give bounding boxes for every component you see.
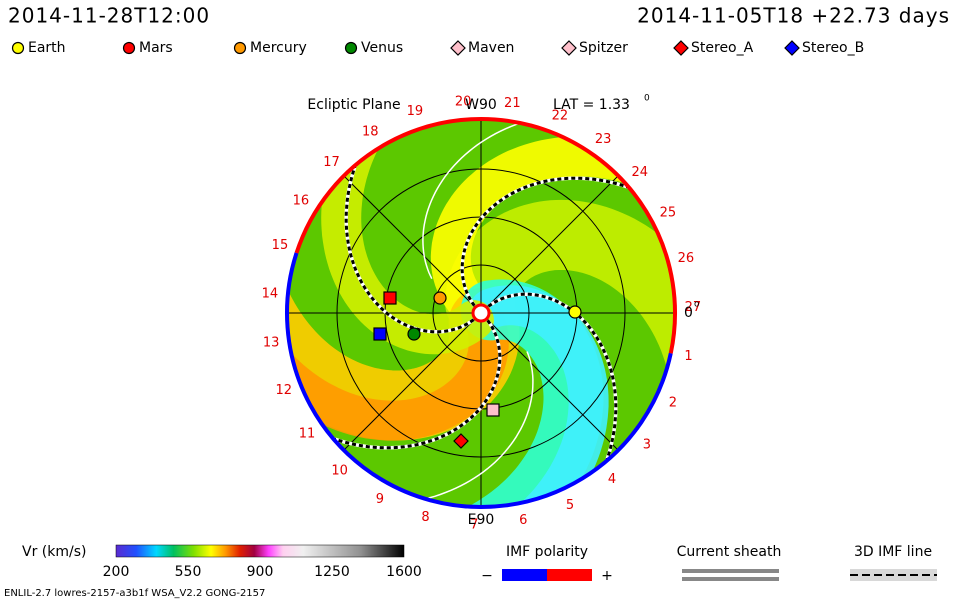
- sheath-title: Current sheath: [677, 544, 782, 560]
- colorbar-tick-label: 550: [175, 564, 202, 580]
- rim-label: 6: [519, 513, 527, 528]
- sheath-line: [682, 569, 779, 573]
- body-marker: [373, 327, 387, 341]
- time-right: 2014-11-05T18 +22.73 days: [637, 4, 950, 28]
- body-marker: [407, 327, 421, 341]
- colorbar-tick-label: 900: [247, 564, 274, 580]
- rim-label: 15: [272, 238, 289, 253]
- rim-label: 10: [331, 463, 348, 478]
- legend-marker: [122, 41, 136, 55]
- rim-label: 1: [684, 349, 692, 364]
- sheath-key: Current sheath: [677, 544, 782, 581]
- rim-label: 9: [376, 492, 384, 507]
- legend-marker: [561, 40, 577, 56]
- legend-marker: [784, 40, 800, 56]
- colorbar-tick-label: 1250: [314, 564, 350, 580]
- polarity-positive: [547, 569, 592, 581]
- rim-label: 22: [552, 109, 569, 124]
- lat-sup: 0: [644, 94, 650, 104]
- rim-label: 25: [660, 205, 677, 220]
- body-marker: [453, 433, 469, 449]
- legend-label: Stereo_A: [691, 40, 754, 56]
- legend-label: Maven: [468, 40, 514, 56]
- body-marker: [568, 305, 582, 319]
- bodies: [373, 291, 582, 449]
- plot-title: Ecliptic Plane: [307, 97, 400, 113]
- rim-label: 26: [678, 251, 695, 266]
- legend-label: Stereo_B: [802, 40, 864, 56]
- legend-marker: [11, 41, 25, 55]
- polarity-plus: +: [601, 568, 613, 584]
- speed-band: [420, 285, 609, 507]
- speed-band: [445, 199, 675, 474]
- rim-label: 7: [470, 517, 478, 532]
- rim-label: 5: [566, 498, 574, 513]
- polarity-minus: −: [481, 568, 493, 584]
- rim-label: 23: [595, 132, 612, 147]
- legend-marker: [450, 40, 466, 56]
- rim-label: 14: [262, 286, 279, 301]
- rim-label: 8: [421, 510, 429, 525]
- imf-line-key: 3D IMF line: [850, 544, 937, 581]
- right-label-sup: o: [694, 300, 700, 310]
- legend-label: Earth: [28, 40, 66, 56]
- rim-label: 24: [632, 165, 649, 180]
- body-marker: [433, 291, 447, 305]
- rim-label: 2: [669, 396, 677, 411]
- rim-label: 21: [504, 96, 521, 111]
- bottom-label: E90: [468, 512, 495, 528]
- legend-marker: [673, 40, 689, 56]
- colorbar-tick-label: 200: [103, 564, 130, 580]
- top-label: W90: [465, 97, 497, 113]
- colorbar-label: Vr (km/s): [22, 544, 86, 560]
- imf-line-title: 3D IMF line: [854, 544, 932, 560]
- rim-label: 20: [455, 94, 472, 109]
- footer: ENLIL-2.7 lowres-2157-a3b1f WSA_V2.2 GON…: [4, 588, 265, 599]
- rim-label: 16: [293, 194, 310, 209]
- legend-label: Mercury: [250, 40, 307, 56]
- sun: [471, 303, 491, 323]
- rim-label: 27: [685, 300, 702, 315]
- rim-positive: [294, 117, 677, 354]
- sheath-line: [682, 577, 779, 581]
- rim-label: 12: [275, 383, 292, 398]
- legend-label: Mars: [139, 40, 173, 56]
- rim-label: 4: [608, 472, 616, 487]
- speed-band: [287, 252, 509, 441]
- legend-label: Spitzer: [579, 40, 628, 56]
- legend: Earth Mars Mercury Venus Maven Spitzer Stereo_…: [11, 40, 864, 56]
- time-left: 2014-11-28T12:00: [8, 4, 210, 28]
- colorbar-tick-label: 1600: [386, 564, 422, 580]
- rim-label: 18: [362, 125, 379, 140]
- colorbar-scale: [115, 544, 405, 558]
- colorbar: Vr (km/s) 200 550 900 1250 1600: [22, 544, 422, 580]
- body-marker: [486, 403, 500, 417]
- rim-label: 3: [643, 437, 651, 452]
- current-sheath: [422, 119, 659, 280]
- body-marker: [383, 291, 397, 305]
- legend-marker: [344, 41, 358, 55]
- legend-label: Venus: [361, 40, 403, 56]
- polarity-key: IMF polarity − +: [481, 544, 613, 584]
- right-label: 0: [684, 305, 693, 321]
- rim-negative: [285, 252, 673, 509]
- rim-label: 11: [299, 427, 316, 442]
- polarity-title: IMF polarity: [506, 544, 588, 560]
- legend-marker: [233, 41, 247, 55]
- rim-label: 19: [407, 104, 424, 119]
- lat-label: LAT = 1.33: [553, 97, 630, 113]
- rim-label: 17: [323, 155, 340, 170]
- polarity-negative: [502, 569, 547, 581]
- rim-label: 13: [263, 336, 280, 351]
